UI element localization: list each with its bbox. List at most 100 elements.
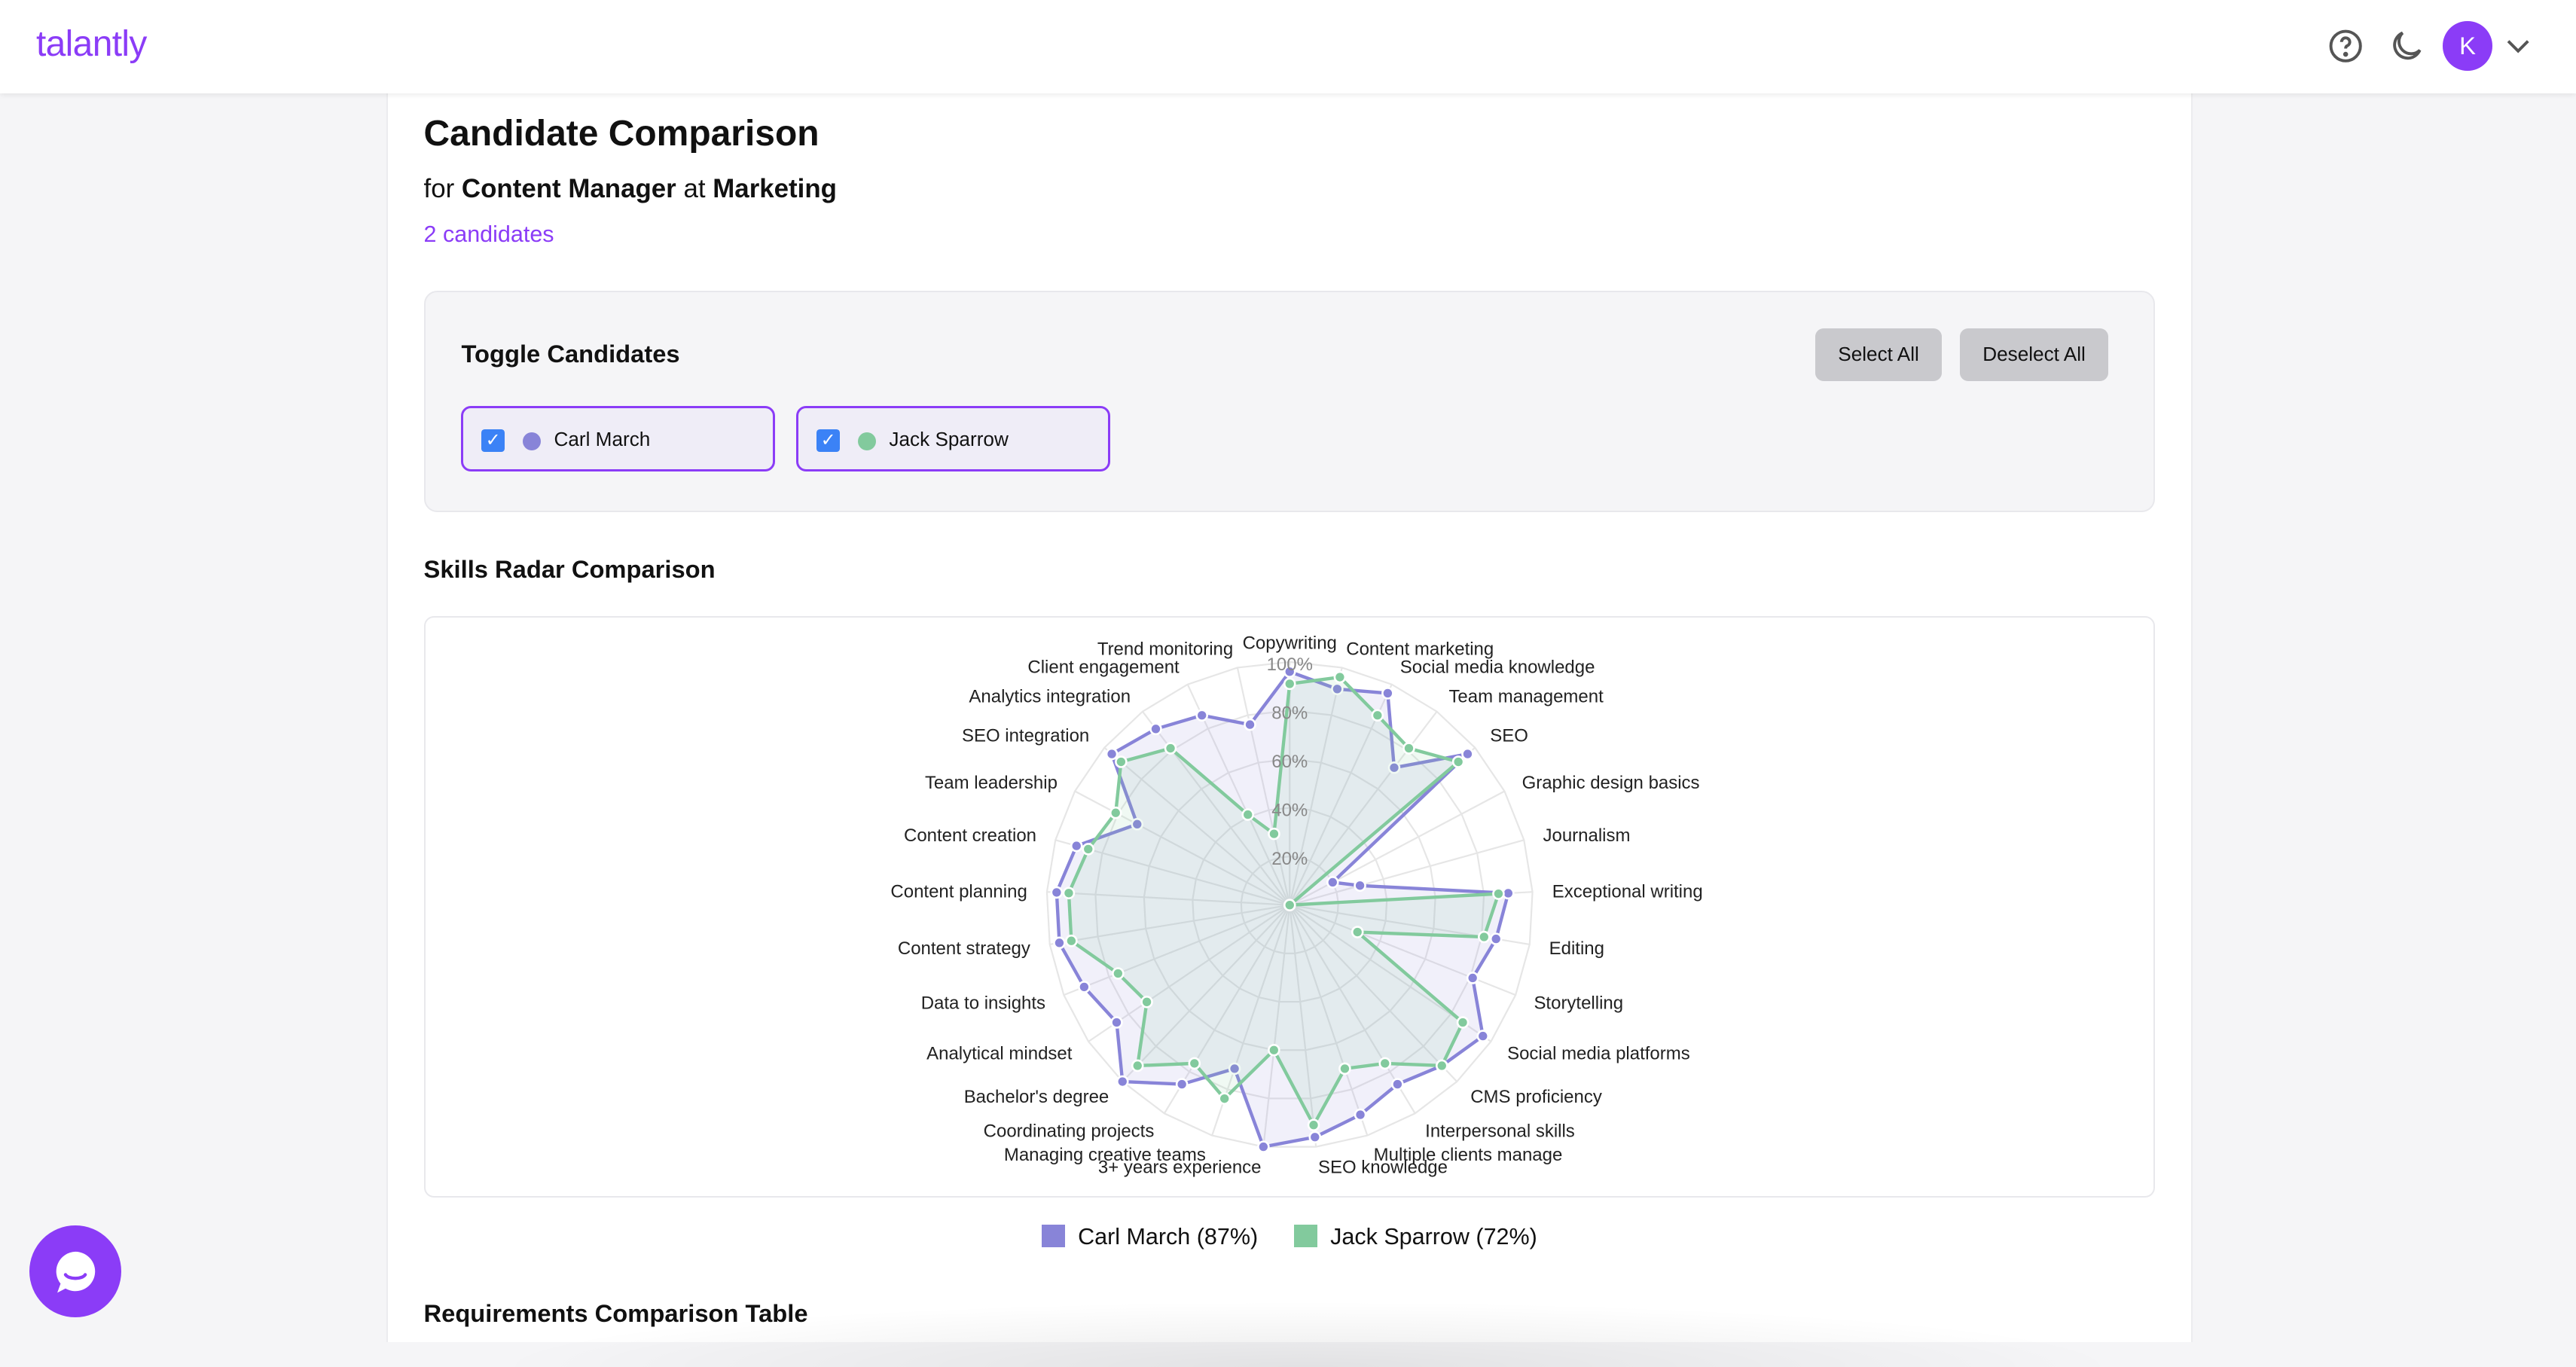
data-point	[1476, 1030, 1489, 1042]
candidate-count: 2 candidates	[423, 221, 554, 248]
legend-item-carl[interactable]: Carl March (87%)	[1042, 1224, 1258, 1250]
select-all-button[interactable]: Select All	[1814, 328, 1943, 381]
axis-label: Client engagement	[1027, 658, 1180, 678]
avatar[interactable]: K	[2443, 21, 2492, 71]
radial-tick-label: 60%	[1271, 752, 1308, 772]
data-point	[1267, 827, 1280, 841]
table-section-title: Requirements Comparison Table	[423, 1299, 808, 1328]
axis-label: Content marketing	[1346, 639, 1494, 659]
moon-icon[interactable]	[2387, 26, 2426, 66]
data-point	[1451, 755, 1464, 768]
data-point	[1241, 808, 1254, 821]
axis-label: 3+ years experience	[1097, 1157, 1261, 1177]
radial-tick-label: 40%	[1271, 800, 1308, 820]
axis-label: Team leadership	[924, 773, 1057, 793]
radar-chart-container: 20% 40% 60% 80% 100% Copywriting Content marke…	[423, 615, 2156, 1198]
grid-spoke	[1163, 905, 1290, 1114]
data-point	[1228, 1062, 1241, 1076]
candidate-toggle-jack-sparrow[interactable]: ✓ Jack Sparrow	[796, 405, 1111, 471]
data-point	[1164, 742, 1177, 755]
axis-label: Exceptional writing	[1552, 881, 1702, 902]
chat-button[interactable]	[29, 1225, 122, 1318]
data-point	[1308, 1131, 1321, 1143]
role-name: Content Manager	[461, 174, 676, 204]
data-point	[1188, 1057, 1201, 1070]
data-point	[1062, 886, 1075, 899]
grid-spoke	[1288, 905, 1368, 1136]
grid-spoke	[1063, 904, 1290, 996]
data-point	[1140, 995, 1153, 1008]
axis-label: Coordinating projects	[983, 1121, 1154, 1141]
grid-spoke	[1288, 667, 1343, 905]
legend-item-jack[interactable]: Jack Sparrow (72%)	[1294, 1224, 1537, 1250]
data-point	[1109, 806, 1122, 819]
axis-label: SEO	[1490, 725, 1528, 746]
grid-spoke	[1186, 684, 1290, 906]
data-point	[1243, 718, 1256, 731]
legend-label: Jack Sparrow (72%)	[1330, 1223, 1537, 1250]
grid-spoke	[1289, 790, 1505, 906]
data-point	[1070, 839, 1083, 853]
color-dot	[523, 432, 541, 451]
candidate-name: Jack Sparrow	[889, 427, 1009, 450]
data-point	[1338, 1062, 1351, 1076]
data-point	[1283, 677, 1296, 691]
data-point	[1116, 1075, 1129, 1088]
data-point	[1460, 747, 1474, 761]
data-point	[1217, 1092, 1231, 1105]
candidate-name: Carl March	[554, 427, 651, 450]
data-point	[1109, 1016, 1123, 1029]
chevron-down-icon[interactable]	[2498, 26, 2538, 66]
data-point	[1081, 843, 1094, 856]
grid-spoke	[1103, 746, 1290, 906]
data-point	[1105, 747, 1118, 761]
data-point	[1111, 967, 1125, 980]
grid-ring	[1143, 758, 1436, 1051]
page-title: Candidate Comparison	[423, 114, 819, 154]
grid-spoke	[1236, 667, 1290, 905]
data-point	[1456, 1016, 1469, 1029]
data-point	[1326, 876, 1339, 889]
axis-label: SEO integration	[961, 725, 1088, 746]
data-point	[1353, 879, 1366, 892]
grid-spoke	[1288, 905, 1416, 1114]
data-point	[1351, 926, 1364, 938]
help-circle-icon[interactable]	[2326, 26, 2365, 66]
axis-label: Data to insights	[920, 993, 1045, 1013]
radial-tick-label: 20%	[1271, 849, 1308, 869]
main-content: Candidate Comparison for Content Manager…	[386, 93, 2193, 1367]
radar-section-title: Skills Radar Comparison	[423, 555, 716, 584]
data-point	[1283, 665, 1296, 678]
data-point	[1466, 972, 1479, 984]
radial-tick-label: 100%	[1266, 655, 1312, 675]
radar-chart: 20% 40% 60% 80% 100%Copywriting Content marke…	[890, 633, 1702, 1177]
series-area	[1055, 670, 1510, 1149]
axis-label: Managing creative teams	[1003, 1145, 1205, 1165]
axis-label: Editing	[1549, 938, 1604, 959]
grid-spoke	[1288, 684, 1393, 906]
page-subtitle: for Content Manager at Marketing	[424, 174, 837, 204]
grid-spoke	[1121, 904, 1290, 1082]
deselect-all-button[interactable]: Deselect All	[1959, 328, 2109, 381]
grid-ring	[1045, 661, 1534, 1148]
grid-ring	[1094, 709, 1485, 1100]
logo[interactable]: talantly	[35, 23, 147, 64]
data-point	[1330, 682, 1344, 695]
data-point	[1378, 1057, 1391, 1070]
toggle-candidates-panel: Toggle Candidates Select All Deselect Al…	[423, 291, 2156, 513]
checkbox-checked-icon[interactable]: ✓	[481, 429, 505, 453]
axis-label: Storytelling	[1534, 993, 1623, 1013]
grid-spoke	[1262, 905, 1290, 1147]
axis-label: Trend monitoring	[1097, 639, 1232, 659]
checkbox-checked-icon[interactable]: ✓	[816, 429, 840, 453]
candidate-toggle-carl-march[interactable]: ✓ Carl March	[461, 405, 776, 471]
data-point	[1402, 742, 1415, 755]
data-point	[1435, 1059, 1448, 1073]
axis-label: Interpersonal skills	[1425, 1121, 1575, 1141]
axis-label: Social media platforms	[1507, 1043, 1690, 1063]
grid-spoke	[1288, 905, 1317, 1147]
axis-label: Copywriting	[1242, 633, 1336, 653]
subtitle-prefix: for	[423, 174, 455, 204]
chat-bubble-icon	[56, 1251, 96, 1293]
axis-label: Content creation	[904, 825, 1036, 846]
